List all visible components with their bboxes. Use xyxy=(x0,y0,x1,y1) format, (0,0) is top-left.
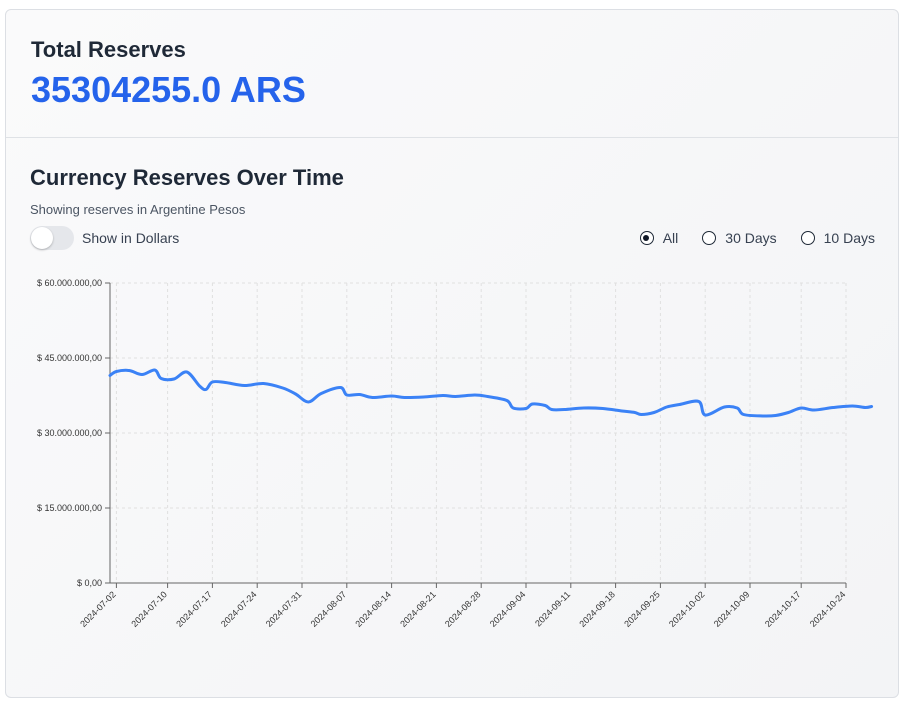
reserves-line-chart: $ 0,00 $ 15.000.000,00 $ 30.000.000,00 $ 45… xyxy=(37,278,874,629)
x-tick-label: 2024-10-17 xyxy=(763,589,803,629)
x-tick-label: 2024-09-11 xyxy=(533,589,572,628)
total-reserves-value: 35304255.0 ARS xyxy=(31,69,306,110)
toggle-switch[interactable] xyxy=(30,226,74,250)
x-tick-label: 2024-08-14 xyxy=(353,589,393,629)
x-tick-label: 2024-08-07 xyxy=(309,589,349,629)
x-tick-label: 2024-07-02 xyxy=(78,589,118,629)
radio-30-days[interactable]: 30 Days xyxy=(702,230,777,246)
y-tick-label: $ 30.000.000,00 xyxy=(37,428,102,438)
x-tick-label: 2024-09-04 xyxy=(488,589,528,629)
range-radio-group: All 30 Days 10 Days xyxy=(616,230,875,246)
y-tick-label: $ 60.000.000,00 xyxy=(37,278,102,288)
y-tick-label: $ 0,00 xyxy=(77,578,102,588)
x-tick-label: 2024-07-31 xyxy=(264,589,304,629)
x-tick-label: 2024-10-09 xyxy=(712,589,752,629)
x-tick-label: 2024-07-17 xyxy=(174,589,214,629)
x-tick-label: 2024-07-10 xyxy=(129,589,169,629)
x-tick-label: 2024-10-24 xyxy=(808,589,848,629)
x-tick-label: 2024-09-25 xyxy=(622,589,662,629)
x-tick-label: 2024-10-02 xyxy=(667,589,707,629)
chart-title: Currency Reserves Over Time xyxy=(30,165,344,190)
show-in-dollars-toggle[interactable]: Show in Dollars xyxy=(30,226,179,250)
x-tick-label: 2024-09-18 xyxy=(577,589,617,629)
x-tick-label: 2024-08-28 xyxy=(443,589,483,629)
toggle-knob xyxy=(31,227,53,249)
x-tick-label: 2024-08-21 xyxy=(398,589,438,629)
radio-30-days-label: 30 Days xyxy=(725,230,777,246)
radio-all-label: All xyxy=(662,230,679,246)
chart-subtitle: Showing reserves in Argentine Pesos xyxy=(30,202,246,217)
y-tick-label: $ 15.000.000,00 xyxy=(37,503,102,513)
reserves-series-line xyxy=(108,368,874,418)
radio-10-days-circle[interactable] xyxy=(800,231,815,245)
x-tick-label: 2024-07-24 xyxy=(219,589,259,629)
y-tick-label: $ 45.000.000,00 xyxy=(37,353,102,363)
radio-all[interactable]: All xyxy=(639,230,679,246)
total-reserves-title: Total Reserves xyxy=(31,37,186,62)
total-reserves-section: Total Reserves 35304255.0 ARS xyxy=(6,10,898,138)
radio-10-days-label: 10 Days xyxy=(823,230,875,246)
radio-all-circle[interactable] xyxy=(639,231,654,245)
toggle-label: Show in Dollars xyxy=(82,230,180,246)
radio-10-days[interactable]: 10 Days xyxy=(800,230,875,246)
reserves-card: Total Reserves 35304255.0 ARS Currency R… xyxy=(5,9,899,698)
radio-30-days-circle[interactable] xyxy=(702,231,717,245)
